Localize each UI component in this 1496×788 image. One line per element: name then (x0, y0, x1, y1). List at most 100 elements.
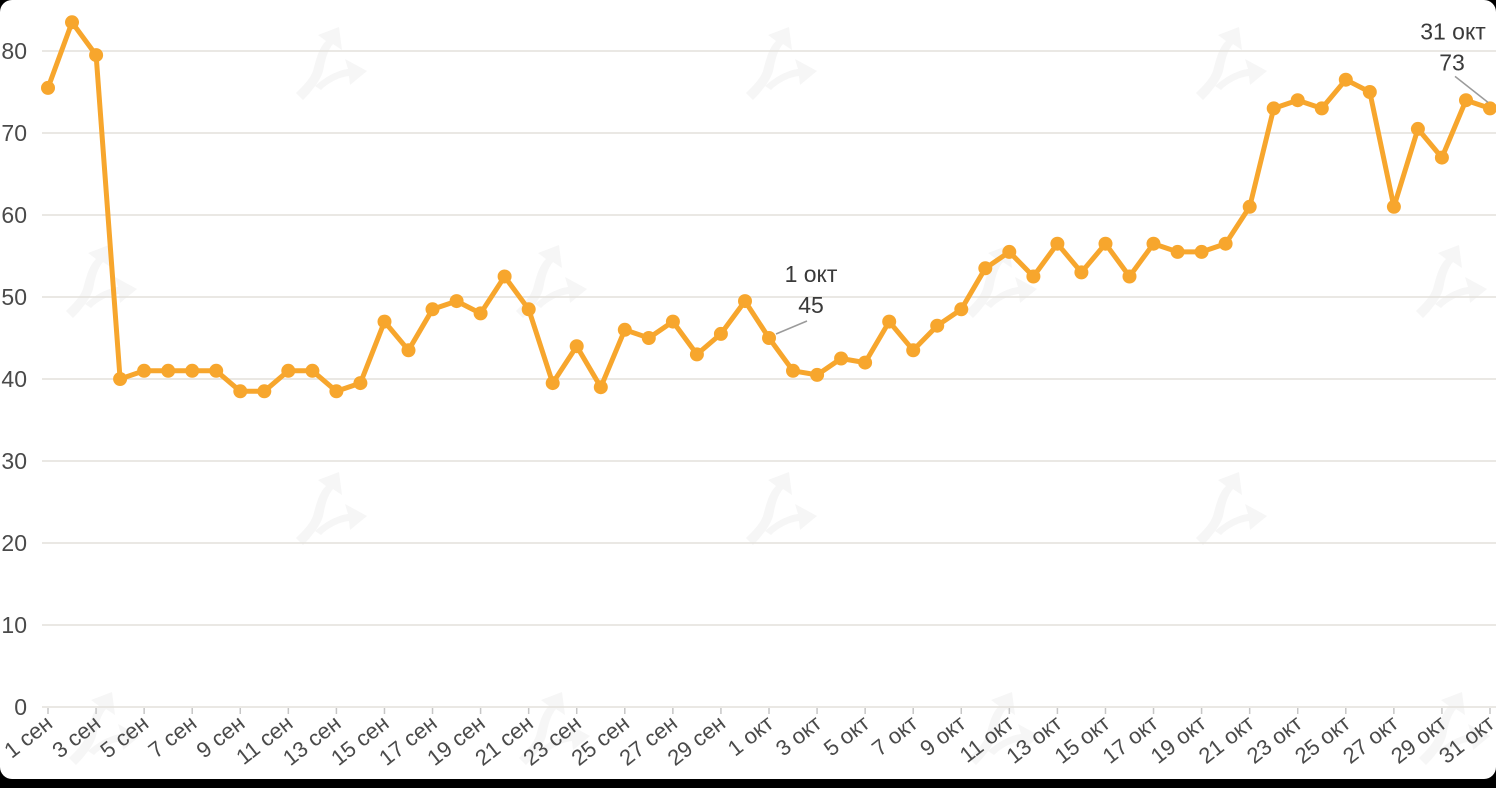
data-point[interactable] (1314, 101, 1329, 116)
x-axis-label: 17 окт (1098, 710, 1163, 768)
x-axis-label: 25 окт (1290, 710, 1355, 768)
y-axis-label: 70 (1, 120, 27, 146)
data-point[interactable] (689, 347, 704, 362)
forklog-logo (296, 472, 367, 545)
data-point[interactable] (1459, 93, 1473, 108)
data-point[interactable] (834, 351, 849, 366)
data-point[interactable] (882, 314, 897, 329)
data-point[interactable] (521, 302, 536, 317)
data-point[interactable] (161, 363, 176, 378)
forklog-logo (1196, 27, 1267, 100)
data-point[interactable] (1386, 199, 1401, 214)
y-axis-label: 40 (1, 366, 27, 392)
data-point[interactable] (1338, 72, 1353, 87)
grid-layer: 0 10 20 30 40 50 60 70 80 (1, 38, 1496, 720)
data-point[interactable] (1002, 244, 1017, 259)
data-point[interactable] (1290, 93, 1305, 108)
forklog-logo (296, 27, 367, 100)
x-axis-label: 5 окт (819, 710, 874, 761)
data-point[interactable] (1434, 150, 1449, 165)
watermark-layer (66, 27, 1490, 765)
data-point[interactable] (1242, 199, 1257, 214)
data-point[interactable] (329, 384, 344, 399)
data-point[interactable] (906, 343, 921, 358)
y-axis-label: 50 (1, 284, 27, 310)
forklog-logo (1416, 245, 1487, 318)
data-point[interactable] (954, 302, 969, 317)
x-axis-label: 7 окт (867, 710, 922, 761)
x-axis-label: 21 окт (1194, 710, 1259, 768)
data-point[interactable] (762, 331, 776, 345)
annotation-layer: 1 окт 45 31 окт 73 (775, 18, 1489, 335)
data-point[interactable] (617, 322, 632, 337)
data-point[interactable] (1146, 236, 1161, 251)
data-point[interactable] (1026, 269, 1041, 284)
annotation-value-label: 73 (1439, 49, 1465, 75)
x-axis-label: 5 сен (95, 710, 153, 763)
y-axis-label: 60 (1, 202, 27, 228)
data-point[interactable] (1218, 236, 1233, 251)
annotation-leader-line (775, 320, 808, 335)
data-point[interactable] (641, 331, 656, 345)
data-point[interactable] (713, 326, 728, 341)
data-point[interactable] (1050, 236, 1065, 251)
data-point[interactable] (497, 269, 512, 284)
data-point[interactable] (810, 367, 825, 382)
data-point[interactable] (233, 384, 248, 399)
x-axis-label: 7 сен (144, 710, 202, 763)
data-point[interactable] (113, 372, 128, 386)
data-point[interactable] (1483, 101, 1496, 116)
series-layer (41, 15, 1496, 399)
data-point[interactable] (41, 80, 55, 95)
data-point[interactable] (978, 261, 993, 276)
data-point[interactable] (786, 363, 800, 378)
data-point[interactable] (1122, 269, 1137, 284)
x-axis-label: 19 окт (1146, 710, 1211, 768)
forklog-logo (1196, 472, 1267, 545)
y-axis-label: 10 (1, 612, 27, 638)
x-axis-label: 3 окт (771, 710, 826, 761)
data-point[interactable] (665, 314, 680, 329)
data-point[interactable] (209, 363, 224, 378)
data-point[interactable] (1194, 244, 1209, 259)
data-point[interactable] (930, 318, 945, 333)
data-point[interactable] (1410, 121, 1425, 136)
data-point[interactable] (473, 306, 488, 321)
forklog-logo (746, 472, 817, 545)
annotation-leader-line (1454, 75, 1489, 103)
data-point[interactable] (185, 363, 200, 378)
data-point[interactable] (281, 363, 296, 378)
data-point[interactable] (89, 48, 104, 63)
data-point[interactable] (1170, 244, 1185, 259)
y-axis-label: 30 (1, 448, 27, 474)
data-point[interactable] (1266, 101, 1281, 116)
data-point[interactable] (738, 294, 752, 309)
data-point[interactable] (593, 380, 608, 395)
data-point[interactable] (65, 15, 79, 30)
y-axis-label: 80 (1, 38, 27, 64)
data-point[interactable] (401, 343, 416, 358)
data-point[interactable] (137, 363, 152, 378)
data-point[interactable] (1074, 265, 1089, 280)
data-point[interactable] (1362, 85, 1377, 99)
data-point[interactable] (1098, 236, 1113, 251)
data-point[interactable] (377, 314, 392, 329)
x-axis-label: 1 сен (0, 710, 57, 763)
annotation-value-label: 45 (798, 292, 824, 318)
data-point[interactable] (353, 376, 368, 391)
forklog-logo (66, 245, 137, 318)
data-point[interactable] (545, 376, 560, 391)
data-point[interactable] (858, 355, 873, 370)
data-point[interactable] (425, 302, 440, 317)
data-point[interactable] (569, 339, 584, 354)
x-axis-label: 1 окт (723, 710, 778, 761)
data-point[interactable] (305, 363, 320, 378)
forklog-logo (746, 27, 817, 100)
data-point[interactable] (449, 294, 464, 309)
data-point[interactable] (257, 384, 272, 399)
annotation-date-label: 1 окт (785, 261, 838, 287)
x-axis-label: 23 окт (1242, 710, 1307, 768)
